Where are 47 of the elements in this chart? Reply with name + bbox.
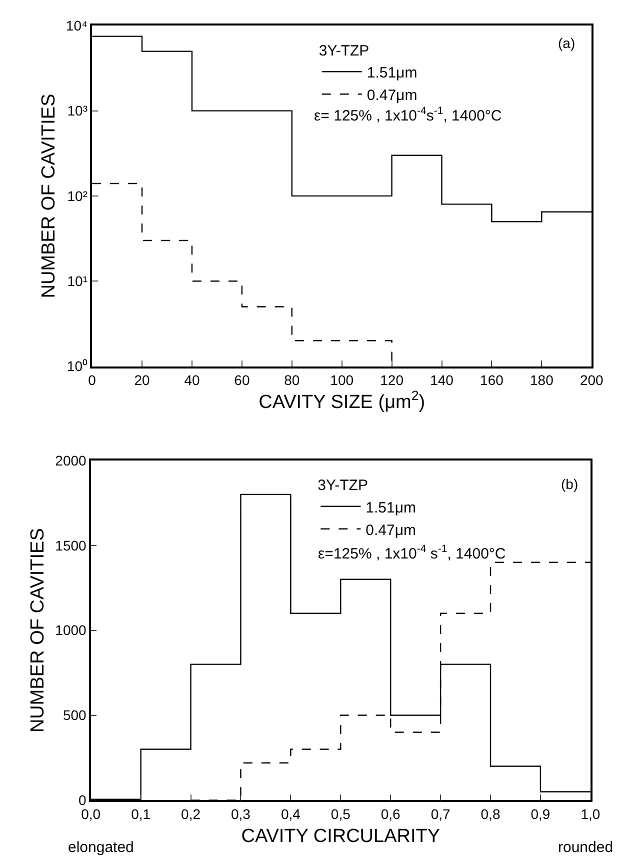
- annotation: (b): [561, 476, 578, 492]
- x-tick-label: 0,4: [280, 806, 301, 822]
- x-tick-label: 140: [430, 372, 454, 388]
- legend-title: 3Y-TZP: [318, 42, 370, 60]
- annotation: ε=125% , 1x10$^{-4}$ s$^{-1}$, 1400°C: [318, 543, 506, 562]
- x-tick-label: 20: [134, 372, 150, 388]
- y-tick-label: 1500: [55, 537, 87, 554]
- x-axis-title: CAVITY CIRCULARITY: [241, 826, 440, 848]
- annotation: (a): [558, 35, 576, 51]
- y-tick-label: 10³: [67, 102, 88, 119]
- y-axis-title: NUMBER OF CAVITIES: [38, 94, 60, 298]
- y-tick-label: 500: [62, 707, 87, 724]
- legend-title: 3Y-TZP: [318, 477, 368, 494]
- x-tick-label: 80: [284, 372, 300, 388]
- x-tick-label: 160: [480, 372, 504, 388]
- legend-label: 0.47μm: [366, 522, 416, 539]
- legend-label: 1.51μm: [366, 499, 416, 516]
- y-tick-label: 10⁴: [66, 18, 88, 34]
- y-axis-title: NUMBER OF CAVITIES: [28, 528, 49, 733]
- y-tick-label: 10⁰: [66, 358, 88, 374]
- y-tick-label: 0: [78, 792, 87, 808]
- y-tick-label: 10²: [67, 188, 88, 204]
- text: elongated: [68, 839, 134, 856]
- x-tick-label: 200: [580, 372, 604, 388]
- legend-label: 1.51μm: [366, 64, 418, 82]
- x-tick-label: 40: [184, 372, 200, 388]
- x-tick-label: 0,0: [81, 806, 101, 822]
- y-tick-label: 2000: [55, 452, 87, 468]
- x-tick-label: 0,6: [380, 806, 401, 822]
- y-tick-label: 10¹: [67, 273, 88, 290]
- x-tick-label: 0,3: [231, 806, 251, 822]
- x-tick-label: 120: [380, 372, 404, 388]
- x-tick-label: 1,0: [580, 806, 600, 822]
- text: rounded: [558, 839, 614, 856]
- x-tick-label: 0,5: [330, 806, 351, 822]
- x-axis-title: CAVITY SIZE (μm$^{2}$): [258, 388, 426, 414]
- x-tick-label: 0,8: [480, 806, 500, 822]
- annotation: ε= 125% , 1x10$^{-4}$s$^{-1}$, 1400°C: [314, 105, 502, 124]
- x-tick-label: 0,2: [181, 806, 201, 822]
- y-tick-label: 1000: [55, 622, 87, 638]
- x-tick-label: 180: [530, 372, 554, 388]
- x-tick-label: 60: [234, 372, 250, 388]
- x-tick-label: 0,7: [430, 806, 451, 822]
- x-tick-label: 100: [330, 372, 354, 388]
- legend-label: 0.47μm: [366, 86, 418, 104]
- x-tick-label: 0,9: [530, 806, 550, 822]
- x-tick-label: 0,1: [131, 806, 151, 822]
